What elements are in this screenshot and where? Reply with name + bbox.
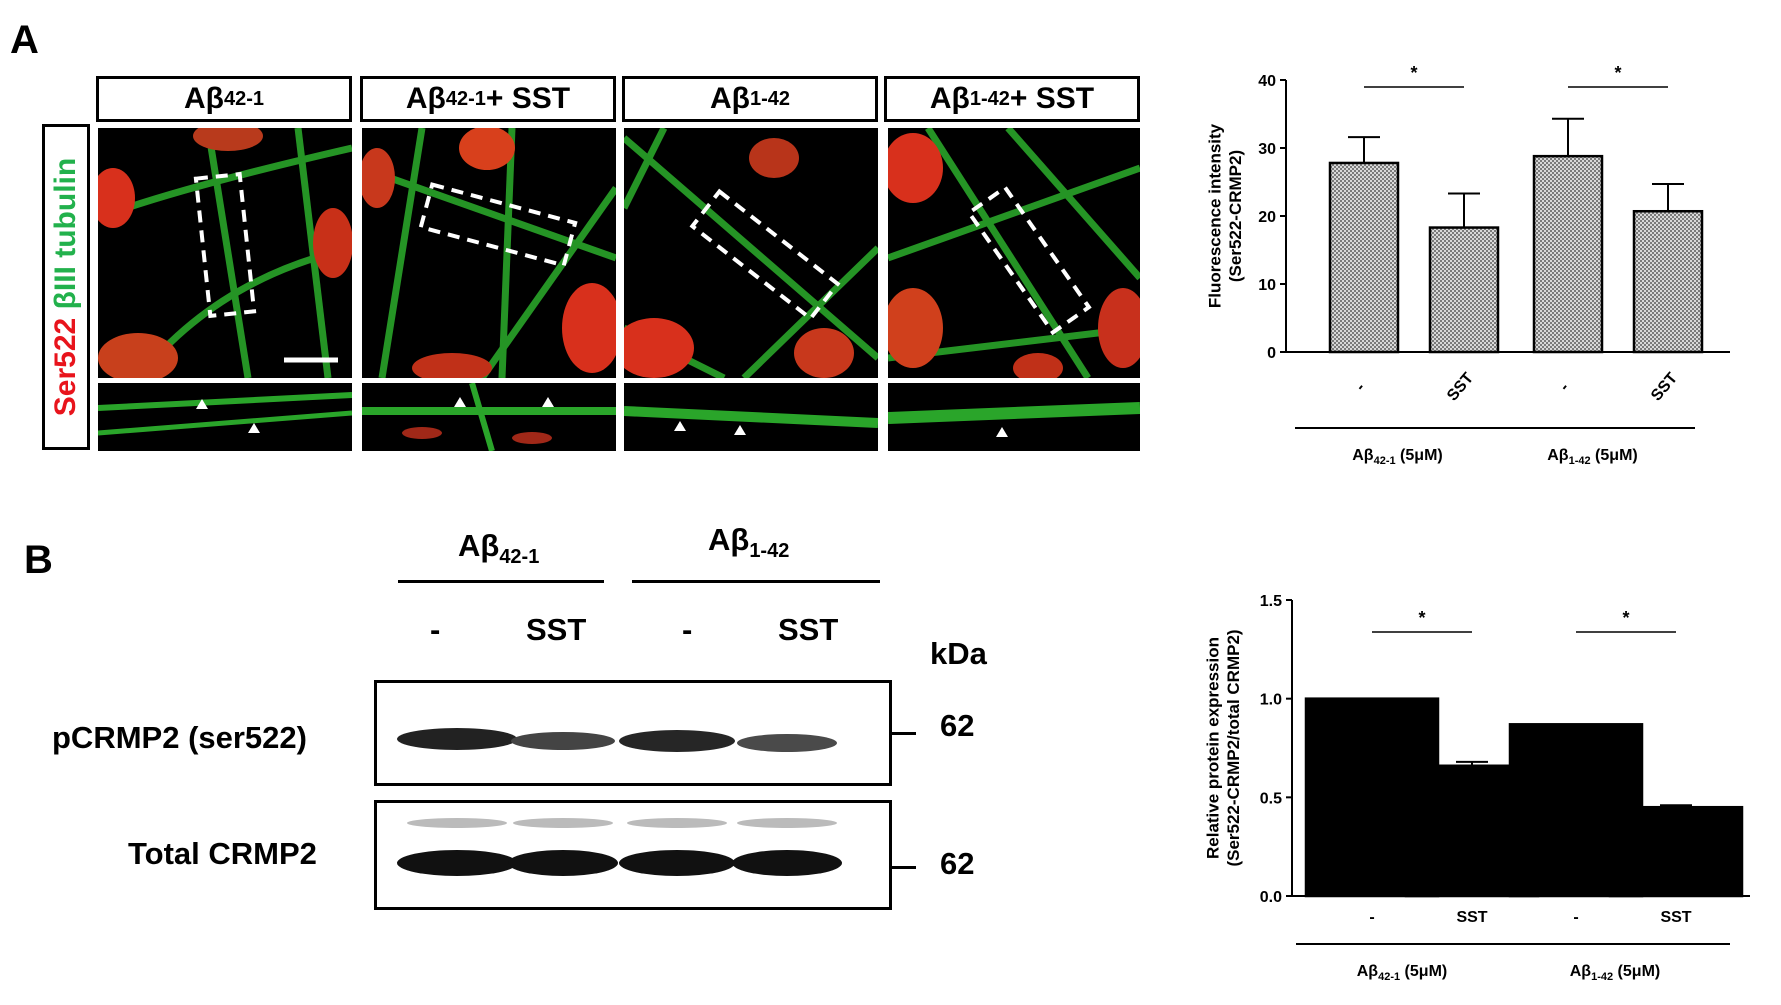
marker-62-top: 62	[940, 708, 975, 743]
category-label: -	[1556, 380, 1572, 395]
zoom-strip-4	[888, 383, 1140, 451]
marker-tick-2	[892, 866, 916, 869]
category-label: SST	[1660, 909, 1691, 926]
lane-label-3: -	[682, 612, 693, 647]
y-tick-label: 0	[1267, 345, 1276, 362]
group-label: Aβ1-42 (5μM)	[1570, 963, 1660, 983]
y-tick-label: 1.0	[1260, 692, 1282, 709]
y-tick-label: 10	[1258, 277, 1276, 294]
y-tick-label: 20	[1258, 209, 1276, 226]
stain-label: Ser522 βIII tubulin	[42, 124, 90, 450]
micrograph-3	[624, 128, 878, 378]
bar	[1632, 209, 1704, 354]
significance-star: *	[1622, 608, 1629, 628]
header-abeta-1-42: Aβ 1-42	[622, 76, 878, 122]
marker-tick-1	[892, 732, 916, 735]
group-label: Aβ42-1 (5μM)	[1357, 963, 1447, 983]
micrograph-2	[362, 128, 616, 378]
category-label: SST	[1456, 909, 1487, 926]
tubulin-label: βIII tubulin	[49, 157, 82, 310]
header-abeta-1-42-sst: Aβ 1-42 + SST	[884, 76, 1140, 122]
y-axis-label: Relative protein expression(Ser522-CRMP2…	[1204, 629, 1243, 866]
group-line-2	[632, 580, 880, 583]
header-abeta-42-1: Aβ 42-1	[96, 76, 352, 122]
group-label: Aβ1-42 (5μM)	[1547, 447, 1637, 467]
micrograph-1	[98, 128, 352, 378]
header-abeta-42-1-sst: Aβ 42-1 + SST	[360, 76, 616, 122]
zoom-strip-1	[98, 383, 352, 451]
significance-star: *	[1418, 608, 1425, 628]
kda-label: kDa	[930, 636, 987, 671]
y-tick-label: 30	[1258, 141, 1276, 158]
ser522-label: Ser522	[49, 317, 82, 417]
category-label: SST	[1444, 370, 1477, 405]
chart-b: 0.0 0.5 1.0 1.5 Relative protein expression(…	[1204, 593, 1750, 983]
y-tick-label: 40	[1258, 73, 1276, 90]
lane-label-2: SST	[526, 612, 587, 647]
panel-b-letter: B	[24, 538, 53, 582]
panel-a-letter: A	[10, 18, 39, 62]
row-label-total-crmp2: Total CRMP2	[128, 836, 317, 871]
bar	[1428, 226, 1500, 354]
significance-star: *	[1410, 63, 1417, 83]
lane-label-1: -	[430, 612, 441, 647]
y-tick-label: 0.0	[1260, 889, 1282, 906]
blot-total-crmp2	[374, 800, 892, 910]
y-tick-label: 1.5	[1260, 593, 1282, 610]
category-label: SST	[1648, 370, 1681, 405]
zoom-strip-2	[362, 383, 616, 451]
group-label-abeta-42-1: Aβ42-1	[458, 528, 540, 569]
row-label-pcrmp2: pCRMP2 (ser522)	[52, 720, 307, 755]
zoom-strip-3	[624, 383, 878, 451]
category-label: -	[1369, 909, 1374, 926]
marker-62-bottom: 62	[940, 846, 975, 881]
category-label: -	[1573, 909, 1578, 926]
bar	[1328, 161, 1400, 354]
bar	[1608, 805, 1744, 898]
significance-star: *	[1614, 63, 1621, 83]
category-label: -	[1352, 380, 1368, 395]
blot-pcrmp2	[374, 680, 892, 786]
micrograph-4	[888, 128, 1140, 378]
group-label-abeta-1-42: Aβ1-42	[708, 522, 790, 563]
y-tick-label: 0.5	[1260, 790, 1282, 807]
group-line-1	[398, 580, 604, 583]
y-axis-label: Fluorescence intensity(Ser522-CRMP2)	[1206, 123, 1245, 308]
chart-a: 0 10 20 30 40 Fluorescence intensity(Ser522-C…	[1206, 63, 1730, 467]
lane-label-4: SST	[778, 612, 839, 647]
bar	[1532, 154, 1604, 354]
group-label: Aβ42-1 (5μM)	[1352, 447, 1442, 467]
